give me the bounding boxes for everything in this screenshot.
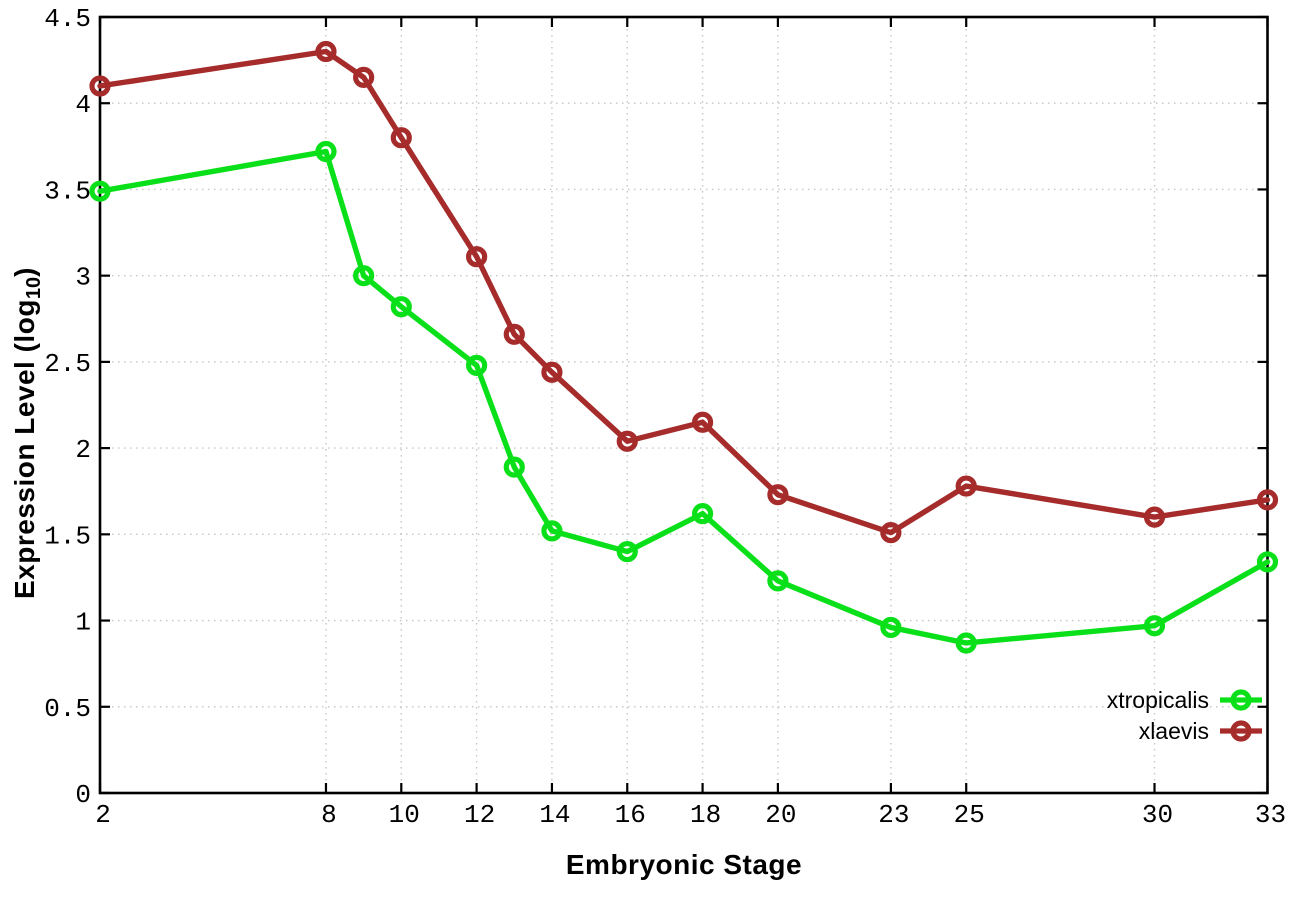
series-xlaevis-points — [89, 40, 1279, 544]
y-tick-label: 4.5 — [44, 4, 91, 34]
series-xlaevis-line — [97, 48, 1271, 536]
data-point-xtropicalis-stage-23 — [880, 616, 902, 639]
y-axis-title: Expression Level (log10) — [9, 267, 46, 599]
legend-item-xtropicalis: xtropicalis — [1107, 686, 1263, 714]
data-point-xtropicalis-stage-10 — [390, 296, 412, 318]
x-tick-label: 25 — [954, 800, 985, 830]
data-point-xlaevis-stage-23 — [880, 522, 902, 544]
data-point-xtropicalis-stage-8 — [315, 140, 337, 163]
legend-label-xlaevis: xlaevis — [1138, 717, 1209, 744]
data-point-xlaevis-stage-10 — [390, 127, 412, 149]
x-tick-label: 10 — [389, 800, 420, 830]
data-point-xtropicalis-stage-18 — [691, 503, 714, 525]
data-point-xlaevis-stage-13 — [503, 323, 525, 345]
data-point-xlaevis-stage-20 — [767, 484, 789, 506]
x-tick-label: 33 — [1255, 800, 1286, 830]
data-point-xtropicalis-stage-2 — [89, 180, 111, 202]
legend: xtropicalis xlaevis — [1107, 686, 1263, 745]
x-axis-title: Embryonic Stage — [565, 849, 803, 880]
data-point-xtropicalis-stage-20 — [767, 570, 789, 592]
data-point-xlaevis-stage-30 — [1143, 506, 1166, 528]
legend-sample-xlaevis-icon — [1220, 720, 1262, 742]
data-point-xtropicalis-stage-9 — [353, 265, 375, 287]
x-tick-label: 14 — [539, 800, 570, 830]
data-point-xlaevis-stage-12 — [466, 246, 488, 268]
y-tick-labels: 0 0.5 1 1.5 2 2.5 3 3.5 4 4.5 — [44, 4, 91, 810]
y-axis-title-subscript: 10 — [23, 276, 45, 300]
x-tick-label: 20 — [765, 800, 796, 830]
y-tick-label: 1.5 — [44, 521, 91, 551]
data-point-xlaevis-stage-14 — [541, 361, 563, 383]
y-axis-title-close: ) — [9, 267, 40, 277]
data-point-xtropicalis-stage-25 — [955, 632, 977, 654]
gridlines — [100, 17, 1268, 793]
legend-item-xlaevis: xlaevis — [1139, 717, 1263, 745]
x-tick-label: 12 — [464, 800, 495, 830]
data-point-xtropicalis-stage-13 — [503, 456, 525, 478]
data-point-xtropicalis-stage-12 — [466, 354, 488, 376]
data-point-xlaevis-stage-16 — [616, 430, 638, 452]
data-point-xtropicalis-stage-14 — [541, 520, 563, 542]
series-xtropicalis-line — [97, 148, 1271, 646]
y-tick-label: 2.5 — [44, 349, 91, 379]
y-tick-label: 3.5 — [44, 176, 91, 206]
data-point-xlaevis-stage-18 — [691, 411, 714, 433]
x-tick-labels: 2 8 10 12 14 16 18 20 23 25 30 33 — [95, 800, 1286, 830]
x-tick-label: 30 — [1142, 800, 1173, 830]
data-point-xlaevis-stage-33 — [1256, 489, 1279, 511]
plot-border — [98, 15, 1269, 795]
y-tick-label: 2 — [75, 435, 91, 465]
y-tick-label: 3 — [75, 263, 91, 293]
y-tick-label: 1 — [75, 608, 91, 638]
y-tick-label: 4 — [75, 90, 91, 120]
y-tick-label: 0 — [75, 780, 91, 810]
x-tick-label: 23 — [878, 800, 909, 830]
x-tick-label: 8 — [321, 800, 337, 830]
series-xtropicalis-points — [89, 140, 1279, 654]
axis-ticks — [98, 15, 1269, 795]
data-point-xtropicalis-stage-30 — [1143, 615, 1166, 637]
legend-sample-xtropicalis-icon — [1220, 689, 1262, 711]
data-point-xtropicalis-stage-16 — [616, 540, 638, 563]
y-axis-title-text: Expression Level (log — [9, 299, 40, 599]
data-point-xlaevis-stage-25 — [955, 475, 977, 497]
data-point-xlaevis-stage-8 — [315, 40, 337, 63]
data-point-xlaevis-stage-2 — [89, 75, 111, 97]
x-tick-label: 2 — [95, 800, 111, 830]
data-point-xtropicalis-stage-33 — [1256, 551, 1279, 573]
x-tick-label: 18 — [690, 800, 721, 830]
data-point-xlaevis-stage-9 — [353, 66, 375, 88]
x-tick-label: 16 — [615, 800, 646, 830]
y-tick-label: 0.5 — [44, 694, 91, 724]
legend-label-xtropicalis: xtropicalis — [1106, 686, 1209, 713]
